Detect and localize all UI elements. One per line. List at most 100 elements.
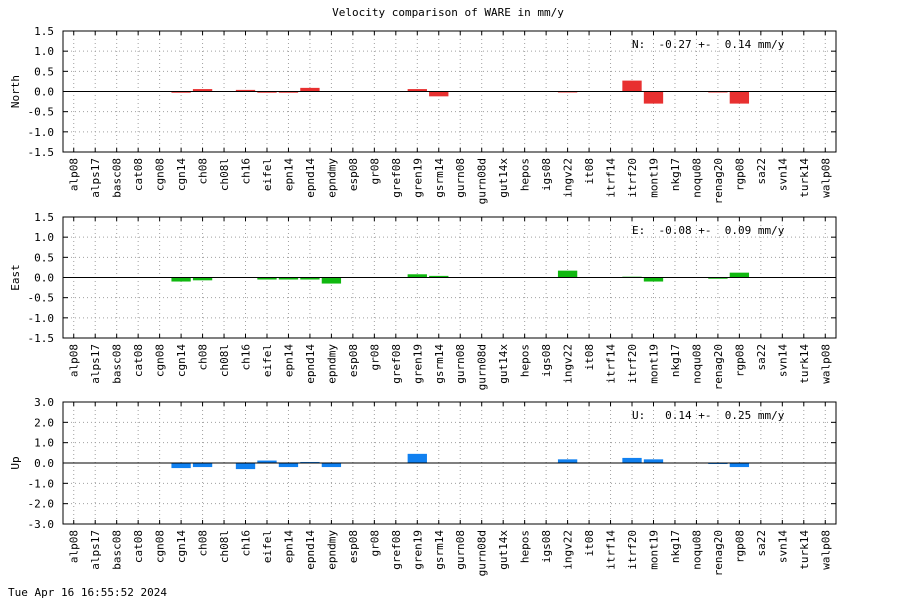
east-xtick-label: svn14	[776, 344, 789, 377]
up-xtick-label: eifel	[261, 530, 274, 563]
east-xtick-label: it08	[583, 344, 596, 371]
north-bar-rgp08	[729, 91, 750, 104]
east-bar-mont19	[643, 277, 664, 282]
north-xtick-label: sa22	[755, 158, 768, 185]
north-xtick-label: turk14	[798, 158, 811, 198]
north-xtick-label: eifel	[261, 158, 274, 191]
north-bar-cgn14	[171, 91, 191, 93]
east-xtick-label: walp08	[819, 344, 832, 384]
up-ytick-label: 3.0	[34, 396, 54, 409]
up-xtick-label: epnd14	[304, 530, 317, 570]
north-bar-itrf20	[622, 80, 642, 92]
north-xtick-label: gurn08d	[476, 158, 489, 204]
north-xtick-label: epnd14	[304, 158, 317, 198]
east-xtick-label: epnd14	[304, 344, 317, 384]
north-bar-epn14	[278, 91, 299, 93]
east-bar-gsrm14	[429, 275, 449, 278]
north-bar-gsrm14	[429, 91, 449, 97]
north-velocity-annotation: N: -0.27 +- 0.14 mm/y	[632, 38, 785, 51]
east-xtick-label: mont19	[647, 344, 660, 384]
north-xtick-label: itrf20	[626, 158, 639, 198]
east-xtick-label: cgn08	[154, 344, 167, 377]
up-ytick-label: 1.0	[34, 437, 54, 450]
east-xtick-label: itrf14	[605, 344, 618, 384]
north-xtick-label: alps17	[89, 158, 102, 198]
east-bar-gren19	[407, 274, 427, 278]
up-xtick-label: itrf14	[605, 530, 618, 570]
east-xtick-label: ch16	[240, 344, 253, 371]
up-axis-label: Up	[9, 456, 22, 469]
east-ytick-label: 0.0	[34, 272, 54, 285]
up-xtick-label: gurn08d	[476, 530, 489, 576]
east-bar-cgn14	[171, 277, 191, 282]
up-xtick-label: noqu08	[690, 530, 703, 570]
north-xtick-label: noqu08	[690, 158, 703, 198]
up-ytick-label: -3.0	[28, 518, 55, 531]
north-ytick-label: 0.0	[34, 86, 54, 99]
east-xtick-label: gut14x	[497, 344, 510, 384]
up-xtick-label: ingv22	[562, 530, 575, 570]
east-ytick-label: 1.5	[34, 211, 54, 224]
east-bar-epn14	[278, 277, 299, 280]
east-xtick-label: sa22	[755, 344, 768, 371]
up-xtick-label: gr08	[368, 530, 381, 557]
north-xtick-label: epn14	[282, 158, 295, 191]
east-xtick-label: alp08	[68, 344, 81, 377]
east-xtick-label: rgp08	[733, 344, 746, 377]
east-ytick-label: -1.5	[28, 332, 55, 345]
north-xtick-label: igs08	[540, 158, 553, 191]
north-xtick-label: ingv22	[562, 158, 575, 198]
north-xtick-label: cat08	[132, 158, 145, 191]
north-ytick-label: 1.5	[34, 25, 54, 38]
north-xtick-label: rgp08	[733, 158, 746, 191]
north-xtick-label: epndmy	[325, 158, 338, 198]
east-xtick-label: ch08	[197, 344, 210, 371]
up-bar-cgn14	[171, 463, 191, 469]
up-bar-rgp08	[729, 463, 750, 468]
north-bar-epnd14	[300, 87, 320, 92]
east-bar-renag20	[708, 277, 728, 279]
north-xtick-label: nkg17	[669, 158, 682, 191]
north-xtick-label: ch08	[197, 158, 210, 185]
up-xtick-label: cat08	[132, 530, 145, 563]
east-xtick-label: cgn14	[175, 344, 188, 377]
up-bar-gren19	[407, 453, 427, 463]
north-bar-gren19	[407, 89, 427, 92]
east-xtick-label: gsrm14	[433, 344, 446, 384]
up-xtick-label: sa22	[755, 530, 768, 557]
east-plot-frame	[62, 216, 837, 339]
up-xtick-label: epn14	[282, 530, 295, 563]
north-xtick-label: cgn14	[175, 158, 188, 191]
up-xtick-label: ch16	[240, 530, 253, 557]
east-xtick-label: gref08	[390, 344, 403, 384]
footer-timestamp: Tue Apr 16 16:55:52 2024	[8, 586, 167, 599]
up-xtick-label: cgn14	[175, 530, 188, 563]
up-xtick-label: basc08	[111, 530, 124, 570]
east-xtick-label: ch08l	[218, 344, 231, 377]
east-xtick-label: cat08	[132, 344, 145, 377]
north-ytick-label: -1.5	[28, 146, 55, 159]
east-xtick-label: epndmy	[325, 344, 338, 384]
up-xtick-label: hepos	[519, 530, 532, 563]
up-panel: 3.0 2.0 1.0 0.0 -1.0 -2.0 -3.0 alp08 alps17 basc0…	[9, 396, 837, 576]
up-xtick-label: esp08	[347, 530, 360, 563]
east-xtick-label: noqu08	[690, 344, 703, 384]
up-bar-itrf20	[622, 457, 642, 463]
up-plot-frame	[62, 401, 837, 525]
east-xtick-label: nkg17	[669, 344, 682, 377]
up-bar-ingv22	[557, 459, 578, 463]
east-xtick-label: turk14	[798, 344, 811, 384]
north-xtick-label: walp08	[819, 158, 832, 198]
north-xtick-label: cgn08	[154, 158, 167, 191]
up-bar-epndmy	[321, 463, 342, 468]
east-panel: 1.5 1.0 0.5 0.0 -0.5 -1.0 -1.5 alp08 alps17 basc0…	[9, 211, 837, 390]
north-xtick-label: renag20	[712, 158, 725, 204]
up-xtick-label: ch08l	[218, 530, 231, 563]
north-xtick-label: gut14x	[497, 158, 510, 198]
up-bar-mont19	[643, 459, 664, 463]
east-ytick-label: -0.5	[28, 292, 55, 305]
east-xtick-label: gr08	[368, 344, 381, 371]
up-xtick-label: itrf20	[626, 530, 639, 570]
up-ytick-label: 2.0	[34, 416, 54, 429]
north-ytick-label: 1.0	[34, 45, 54, 58]
